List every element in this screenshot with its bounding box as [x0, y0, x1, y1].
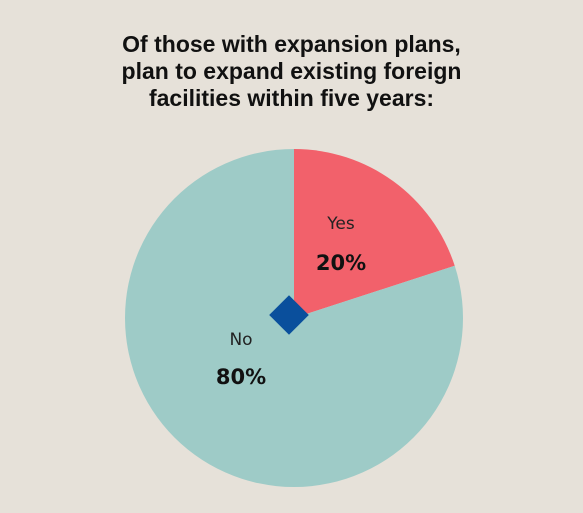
slice-value-no: 80%	[216, 365, 266, 389]
slice-label-yes: Yes	[326, 214, 355, 234]
slice-value-yes: 20%	[316, 251, 366, 275]
pie-slice-yes	[294, 149, 455, 318]
slice-label-no: No	[229, 330, 252, 350]
chart-title-line-1: Of those with expansion plans,	[122, 31, 461, 57]
chart-title-line-3: facilities within five years:	[148, 85, 435, 111]
chart-title-line-2: plan to expand existing foreign	[121, 58, 462, 84]
chart-title: Of those with expansion plans, plan to e…	[0, 31, 583, 112]
